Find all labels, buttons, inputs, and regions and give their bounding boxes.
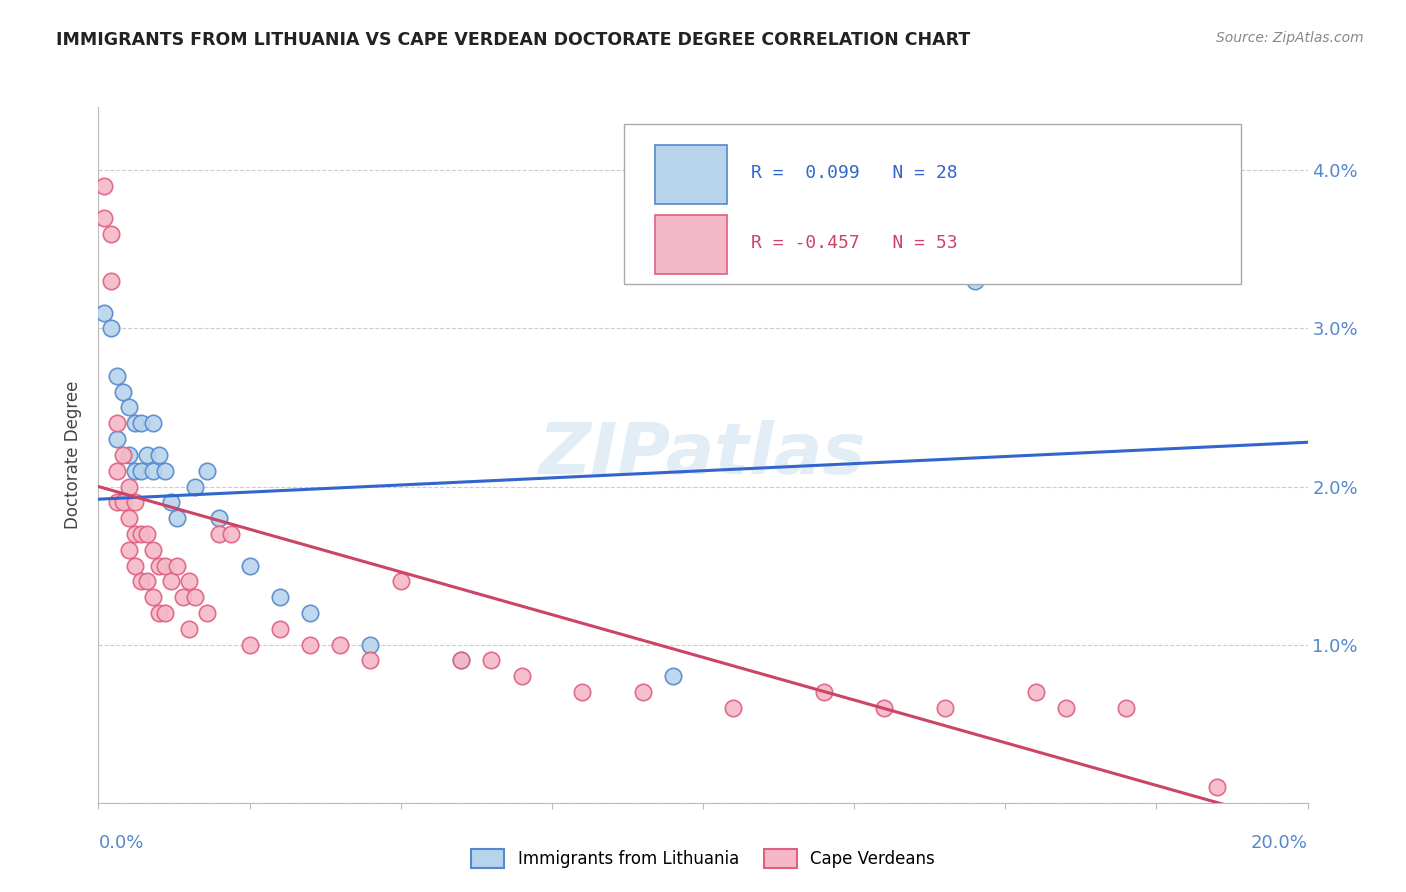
Point (118, 542, 141, 557)
Point (965, 274, 987, 288)
Point (129, 417, 152, 431)
Point (239, 558, 262, 573)
Point (135, 527, 157, 541)
Point (118, 511, 141, 525)
Point (208, 511, 231, 525)
Point (142, 464, 165, 478)
Point (299, 606, 322, 620)
Point (360, 653, 382, 667)
Point (1115, 701, 1137, 715)
Point (135, 448, 157, 462)
Point (329, 638, 352, 652)
Point (160, 495, 183, 509)
Text: 20.0%: 20.0% (1251, 834, 1308, 852)
Point (1054, 701, 1077, 715)
Point (873, 701, 896, 715)
Point (166, 511, 188, 525)
Point (1206, 780, 1229, 794)
Point (100, 274, 122, 288)
Point (105, 495, 128, 509)
FancyBboxPatch shape (655, 145, 727, 204)
Point (631, 685, 654, 699)
Point (100, 321, 122, 335)
Point (184, 479, 207, 493)
Point (105, 464, 128, 478)
FancyBboxPatch shape (624, 124, 1241, 285)
Point (93, 305, 115, 319)
Point (129, 574, 152, 589)
Point (124, 495, 146, 509)
Point (450, 653, 472, 667)
Point (184, 591, 207, 605)
Point (135, 574, 157, 589)
Point (269, 591, 291, 605)
Point (129, 464, 152, 478)
Point (111, 384, 134, 399)
Point (111, 495, 134, 509)
Text: R =  0.099   N = 28: R = 0.099 N = 28 (751, 164, 957, 182)
Point (239, 638, 262, 652)
Point (360, 638, 382, 652)
Point (100, 227, 122, 241)
Point (93, 179, 115, 194)
Text: ZIPatlas: ZIPatlas (540, 420, 866, 490)
Point (1024, 685, 1046, 699)
Point (118, 448, 141, 462)
Text: IMMIGRANTS FROM LITHUANIA VS CAPE VERDEAN DOCTORATE DEGREE CORRELATION CHART: IMMIGRANTS FROM LITHUANIA VS CAPE VERDEA… (56, 31, 970, 49)
FancyBboxPatch shape (655, 215, 727, 274)
Point (195, 464, 218, 478)
Point (179, 574, 201, 589)
Point (153, 558, 176, 573)
Point (105, 368, 128, 383)
Point (105, 417, 128, 431)
Point (111, 448, 134, 462)
Point (93, 211, 115, 225)
Point (142, 417, 165, 431)
Point (142, 591, 165, 605)
Point (221, 527, 243, 541)
Point (723, 701, 745, 715)
Point (124, 527, 146, 541)
Point (148, 606, 170, 620)
Point (153, 606, 176, 620)
Legend: Immigrants from Lithuania, Cape Verdeans: Immigrants from Lithuania, Cape Verdeans (464, 842, 942, 875)
Point (105, 432, 128, 446)
Point (118, 401, 141, 415)
Point (934, 701, 956, 715)
Point (571, 685, 593, 699)
Text: Source: ZipAtlas.com: Source: ZipAtlas.com (1216, 31, 1364, 45)
Point (269, 622, 291, 636)
Point (389, 574, 412, 589)
Point (179, 622, 201, 636)
Point (166, 558, 188, 573)
Point (148, 558, 170, 573)
Point (662, 669, 685, 683)
Point (481, 653, 503, 667)
Point (129, 527, 152, 541)
Point (160, 574, 183, 589)
Point (124, 464, 146, 478)
Point (510, 669, 533, 683)
Point (153, 464, 176, 478)
Point (299, 638, 322, 652)
Point (118, 479, 141, 493)
Point (813, 685, 835, 699)
Text: 0.0%: 0.0% (98, 834, 143, 852)
Point (172, 591, 194, 605)
Point (195, 606, 218, 620)
Y-axis label: Doctorate Degree: Doctorate Degree (65, 381, 83, 529)
Point (124, 558, 146, 573)
Text: R = -0.457   N = 53: R = -0.457 N = 53 (751, 234, 957, 252)
Point (148, 448, 170, 462)
Point (142, 542, 165, 557)
Point (450, 653, 472, 667)
Point (124, 417, 146, 431)
Point (208, 527, 231, 541)
